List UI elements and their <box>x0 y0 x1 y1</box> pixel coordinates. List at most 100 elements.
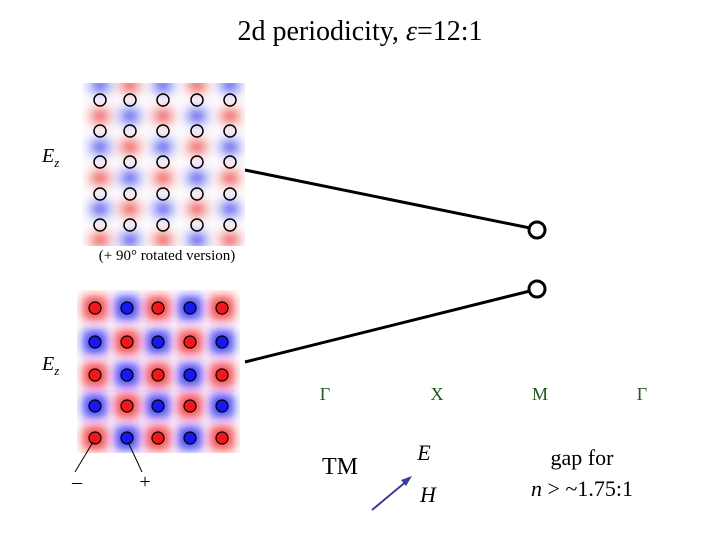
arrowhead <box>401 476 412 486</box>
rod <box>190 124 204 138</box>
arrow <box>371 479 409 511</box>
field-lobe <box>187 232 207 246</box>
tm-label: TM <box>322 454 358 480</box>
k-point: M <box>532 384 548 404</box>
rod <box>123 155 137 169</box>
rod <box>156 187 170 201</box>
band-point-marker <box>527 279 547 299</box>
pointer <box>74 441 94 473</box>
gap-note: gap for <box>551 445 615 470</box>
rod <box>93 155 107 169</box>
connector <box>244 168 531 230</box>
rod <box>215 431 229 445</box>
gap-note: n > ~1.75:1 <box>531 476 633 501</box>
rod <box>190 187 204 201</box>
field-lobe <box>220 232 240 246</box>
rod <box>123 187 137 201</box>
field-lobe <box>187 139 207 155</box>
rod <box>215 301 229 315</box>
rod <box>223 124 237 138</box>
rod <box>223 187 237 201</box>
field-lobe <box>90 201 110 217</box>
k-point: Γ <box>637 384 647 404</box>
field-lobe <box>153 83 173 93</box>
field-lobe <box>187 46 207 62</box>
field-lobe <box>90 232 110 246</box>
field-lobe <box>220 139 240 155</box>
rod <box>151 399 165 413</box>
rod <box>120 301 134 315</box>
field-lobe <box>220 83 240 93</box>
field-lobe <box>153 46 173 62</box>
field-lobe <box>120 83 140 93</box>
field-lobe <box>153 232 173 246</box>
rod <box>151 368 165 382</box>
rods-bottom <box>88 301 229 445</box>
rod <box>123 218 137 232</box>
rod <box>123 124 137 138</box>
field-lobe <box>120 46 140 62</box>
rod <box>183 399 197 413</box>
plus-label: + <box>139 471 150 493</box>
rod <box>120 368 134 382</box>
rod <box>93 218 107 232</box>
rod <box>215 399 229 413</box>
rod <box>215 335 229 349</box>
rod <box>223 218 237 232</box>
rod <box>183 301 197 315</box>
rod <box>151 301 165 315</box>
field-lobe <box>90 139 110 155</box>
rod <box>156 155 170 169</box>
caption: (+ 90° rotated version) <box>99 248 236 264</box>
field-lobe <box>153 170 173 186</box>
rod <box>88 301 102 315</box>
ez-label: Ez <box>41 353 59 378</box>
rod <box>93 187 107 201</box>
field-lobe <box>120 170 140 186</box>
rod <box>88 399 102 413</box>
field-lobe <box>187 83 207 93</box>
field-lobe <box>220 170 240 186</box>
rod <box>190 93 204 107</box>
connector <box>244 289 531 364</box>
field-lobe <box>90 46 110 62</box>
rod <box>183 335 197 349</box>
rod <box>190 155 204 169</box>
k-point: X <box>431 384 444 404</box>
rod <box>156 93 170 107</box>
rod <box>183 368 197 382</box>
field-lobe <box>120 139 140 155</box>
k-point: Γ <box>320 384 330 404</box>
field-lobe <box>90 108 110 124</box>
rod <box>123 93 137 107</box>
rod <box>215 368 229 382</box>
h-label: H <box>419 482 437 507</box>
field-pattern-top <box>82 46 245 246</box>
rod <box>88 431 102 445</box>
rod <box>223 93 237 107</box>
rod <box>190 218 204 232</box>
pointer <box>127 441 143 473</box>
field-lobe <box>153 108 173 124</box>
rod <box>93 124 107 138</box>
rod <box>151 335 165 349</box>
ez-label: Ez <box>41 145 59 170</box>
field-lobe <box>153 201 173 217</box>
rod <box>88 335 102 349</box>
rod <box>156 218 170 232</box>
field-lobe <box>153 139 173 155</box>
title: 2d periodicity, ε=12:1 <box>237 16 482 47</box>
field-lobe <box>220 46 240 62</box>
field-lobe <box>220 201 240 217</box>
rod <box>120 431 134 445</box>
rod <box>93 93 107 107</box>
field-lobe <box>90 83 110 93</box>
rod <box>151 431 165 445</box>
rod <box>183 431 197 445</box>
rods-top <box>93 93 237 232</box>
e-label: E <box>416 440 431 465</box>
field-lobe <box>120 201 140 217</box>
field-lobe <box>187 108 207 124</box>
field-lobe <box>220 108 240 124</box>
